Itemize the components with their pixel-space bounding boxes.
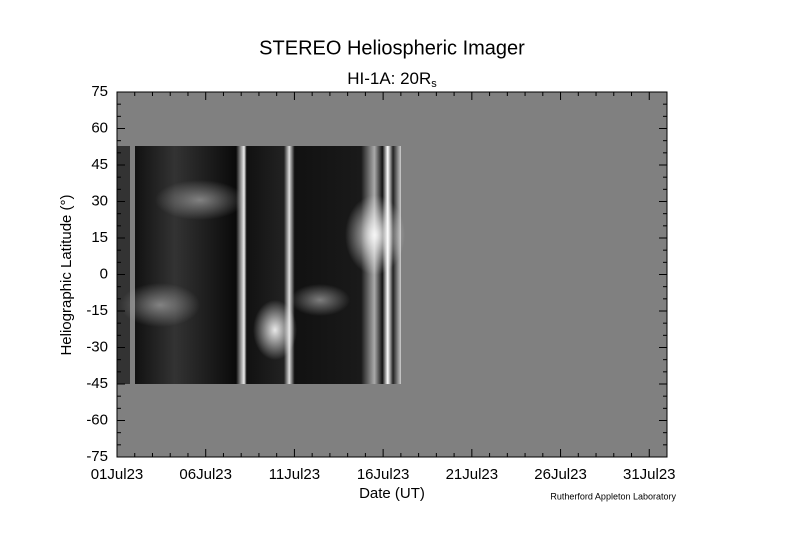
image-feature: [345, 195, 405, 275]
x-tick-label: 31Jul23: [623, 466, 676, 483]
y-axis-label: Heliographic Latitude (°): [58, 194, 75, 355]
y-tick-label: 60: [91, 119, 108, 136]
image-feature: [253, 300, 297, 360]
y-tick-label: -75: [86, 448, 108, 465]
x-axis-label: Date (UT): [359, 485, 425, 502]
x-tick-label: 26Jul23: [534, 466, 587, 483]
image-feature: [120, 283, 200, 327]
y-tick-label: 75: [91, 83, 108, 100]
chart-title: STEREO Heliospheric Imager: [259, 37, 525, 59]
image-strip: [117, 146, 130, 384]
x-tick-label: 21Jul23: [446, 466, 499, 483]
credit: Rutherford Appleton Laboratory: [550, 491, 676, 501]
x-tick-label: 16Jul23: [357, 466, 410, 483]
subtitle-text: HI-1A: 20R: [347, 69, 431, 88]
image-feature: [290, 284, 350, 316]
subtitle-subscript: s: [431, 78, 437, 90]
image-data: [117, 146, 405, 384]
chart-subtitle: HI-1A: 20Rs: [347, 69, 437, 89]
x-tick-label: 01Jul23: [91, 466, 144, 483]
y-tick-label: 0: [100, 265, 108, 282]
y-tick-label: -30: [86, 338, 108, 355]
y-tick-label: 30: [91, 192, 108, 209]
x-tick-label: 11Jul23: [269, 466, 320, 483]
image-feature: [155, 180, 245, 220]
x-tick-label: 06Jul23: [179, 466, 232, 483]
y-tick-label: -60: [86, 411, 108, 428]
y-tick-label: 45: [91, 156, 108, 173]
y-tick-label: 15: [91, 229, 108, 246]
y-tick-label: -45: [86, 375, 108, 392]
y-tick-label: -15: [86, 302, 108, 319]
